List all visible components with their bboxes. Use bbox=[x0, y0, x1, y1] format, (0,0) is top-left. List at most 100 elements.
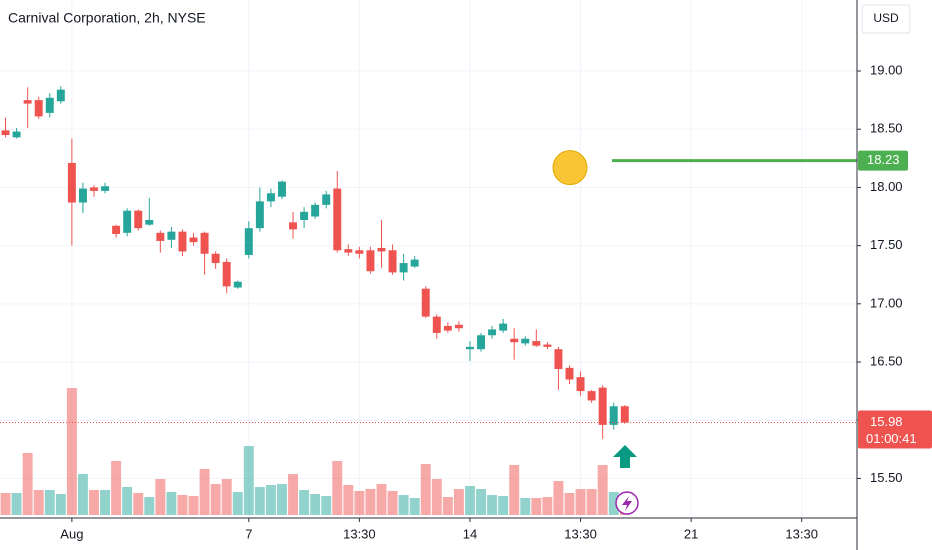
candle-body bbox=[189, 237, 198, 243]
volume-bar bbox=[11, 493, 22, 515]
volume-bar bbox=[343, 485, 354, 515]
candle-body bbox=[554, 349, 563, 370]
candle-body bbox=[23, 100, 32, 104]
volume-bar bbox=[22, 453, 33, 515]
candle-body bbox=[499, 323, 508, 331]
candle-body bbox=[145, 220, 154, 225]
volume-bar bbox=[188, 496, 199, 515]
volume-bar bbox=[442, 497, 453, 515]
candle-body bbox=[609, 406, 618, 425]
volume-layer bbox=[0, 388, 630, 515]
volume-bar bbox=[210, 484, 221, 515]
candle-body bbox=[211, 253, 220, 264]
candle-body bbox=[432, 316, 441, 333]
candle-body bbox=[200, 232, 209, 254]
volume-bar bbox=[166, 492, 177, 515]
candle-body bbox=[90, 187, 98, 191]
candle-body bbox=[587, 391, 596, 401]
volume-bar bbox=[254, 487, 265, 515]
volume-bar bbox=[498, 496, 509, 515]
volume-bar bbox=[277, 484, 287, 515]
volume-bar bbox=[476, 489, 487, 515]
candle-body bbox=[300, 211, 309, 221]
axis-layer: 15.5016.0016.5017.0017.5018.0018.5019.00… bbox=[60, 62, 932, 541]
candle-body bbox=[266, 193, 275, 202]
candle-body bbox=[289, 222, 298, 230]
candle-body bbox=[443, 325, 452, 331]
candle-body bbox=[112, 225, 121, 234]
candle-body bbox=[410, 259, 419, 267]
x-tick-label: 13:30 bbox=[564, 526, 597, 541]
chart-title: Carnival Corporation, 2h, NYSE bbox=[8, 10, 206, 26]
candle-body bbox=[454, 324, 463, 329]
candle-body bbox=[277, 181, 286, 197]
volume-bar bbox=[553, 481, 564, 515]
volume-bar bbox=[89, 490, 99, 515]
currency-label[interactable]: USD bbox=[873, 11, 899, 25]
volume-bar bbox=[354, 491, 365, 515]
candle-body bbox=[344, 249, 353, 253]
candle-layer bbox=[1, 86, 629, 439]
candle-body bbox=[1, 130, 10, 136]
candle-body bbox=[156, 232, 165, 241]
volume-bar bbox=[509, 465, 520, 515]
candle-body bbox=[56, 89, 65, 102]
y-tick-label: 18.00 bbox=[870, 179, 903, 194]
money-face-emoji bbox=[552, 150, 588, 186]
candle-body bbox=[477, 335, 486, 350]
volume-bar bbox=[387, 491, 398, 515]
volume-bar bbox=[409, 498, 420, 515]
volume-bar bbox=[66, 388, 77, 515]
candle-body bbox=[244, 228, 253, 255]
volume-bar bbox=[44, 490, 55, 515]
volume-bar bbox=[122, 487, 133, 515]
volume-bar bbox=[221, 479, 232, 515]
x-tick-label: 13:30 bbox=[785, 526, 818, 541]
volume-bar bbox=[608, 492, 619, 515]
volume-bar bbox=[144, 497, 155, 515]
candle-body bbox=[134, 210, 143, 229]
last-price-label: 15.98 bbox=[870, 414, 903, 429]
candle-body bbox=[377, 247, 386, 252]
currency-button[interactable] bbox=[861, 4, 911, 34]
candle-body bbox=[333, 188, 342, 251]
candle-body bbox=[355, 250, 364, 254]
candle-body bbox=[565, 367, 574, 380]
volume-bar bbox=[464, 486, 475, 515]
volume-bar bbox=[177, 495, 188, 515]
candle-body bbox=[576, 377, 585, 392]
candle-body bbox=[421, 288, 430, 317]
volume-bar bbox=[597, 465, 608, 515]
alert-price-box bbox=[858, 150, 908, 171]
volume-bar bbox=[321, 496, 332, 515]
x-tick-label: 21 bbox=[684, 526, 698, 541]
candle-body bbox=[45, 97, 54, 113]
candle-body bbox=[465, 346, 474, 350]
candle-body bbox=[311, 204, 320, 217]
candle-body bbox=[222, 261, 231, 287]
overlay-layer bbox=[0, 150, 857, 424]
candle-body bbox=[233, 281, 242, 288]
candle-body bbox=[12, 131, 21, 138]
candle-body bbox=[167, 231, 176, 240]
x-tick-label: 13:30 bbox=[343, 526, 376, 541]
volume-bar bbox=[575, 489, 586, 515]
candle-body bbox=[388, 250, 397, 273]
volume-bar bbox=[531, 498, 542, 515]
y-tick-label: 19.00 bbox=[870, 62, 903, 77]
volume-bar bbox=[55, 494, 66, 515]
volume-bar bbox=[243, 446, 254, 515]
volume-bar bbox=[133, 493, 144, 515]
candle-body bbox=[598, 387, 607, 425]
volume-bar bbox=[232, 492, 243, 515]
alert-price-label: 18.23 bbox=[867, 152, 900, 167]
x-tick-label: 7 bbox=[245, 526, 252, 541]
candle-body bbox=[366, 250, 375, 272]
volume-bar bbox=[453, 489, 464, 515]
candle-body bbox=[532, 341, 541, 346]
candle-body bbox=[399, 263, 408, 273]
x-tick-label: 14 bbox=[463, 526, 477, 541]
candle-body bbox=[178, 231, 187, 252]
